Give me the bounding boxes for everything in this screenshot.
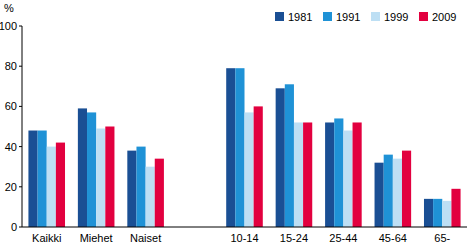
bar [393,159,402,227]
legend-swatch [323,12,332,21]
legend-swatch [371,12,380,21]
bars [28,68,460,227]
bar [226,68,235,227]
y-tick-label: 20 [5,181,17,193]
bar [136,147,145,227]
bar [56,143,65,227]
bar [146,167,155,227]
bar [38,131,47,227]
bar [127,151,136,227]
legend-label: 1981 [288,11,312,23]
legend: 1981 1991 1999 2009 [275,11,456,23]
bar [235,68,244,227]
chart-container: 0 20 40 60 80 100% Kaikki Miehet Naiset 10-14 15-2… [0,0,470,248]
y-tick [19,66,22,67]
bar [325,122,334,227]
bar [384,155,393,227]
bar [276,88,285,227]
legend-swatch [275,12,284,21]
x-tick-label: Miehet [80,232,113,244]
bar [155,159,164,227]
y-tick [19,26,22,27]
bar [353,122,362,227]
x-tick-label: 15-24 [280,232,308,244]
legend-swatch [419,12,428,21]
bar [105,127,114,228]
bar [375,163,384,227]
bar [442,201,451,227]
x-tick-label: Kaikki [32,232,61,244]
x-tick-label: 65- [434,232,450,244]
bar [285,84,294,227]
bar [47,147,56,227]
x-tick-label: 25-44 [329,232,357,244]
y-tick-label: 60 [5,100,17,112]
x-tick-label: 45-64 [379,232,407,244]
bar [96,129,105,227]
bar [433,199,442,227]
x-axis [22,227,467,228]
y-tick-label: 40 [5,141,17,153]
bar [245,112,254,227]
y-tick [19,106,22,107]
x-tick-label: 10-14 [230,232,258,244]
y-tick [19,146,22,147]
bar [28,131,37,227]
bar [78,108,87,227]
bar [303,122,312,227]
bar [424,199,433,227]
y-tick-label: 0 [11,221,17,233]
y-tick [19,186,22,187]
chart: 0 20 40 60 80 100% Kaikki Miehet Naiset 10-14 15-2… [0,0,470,248]
y-tick [19,227,22,228]
bar [334,118,343,227]
bar [294,122,303,227]
y-axis [22,26,23,227]
bar [402,151,411,227]
x-tick-label: Naiset [130,232,161,244]
legend-label: 2009 [432,11,456,23]
y-tick-label: 100 [0,20,17,32]
bar [254,106,263,227]
legend-label: 1991 [336,11,360,23]
bar [87,112,96,227]
bar [343,131,352,227]
y-axis-label: % [4,2,14,14]
y-tick-label: 80 [5,60,17,72]
legend-label: 1999 [384,11,408,23]
bar [451,189,460,227]
